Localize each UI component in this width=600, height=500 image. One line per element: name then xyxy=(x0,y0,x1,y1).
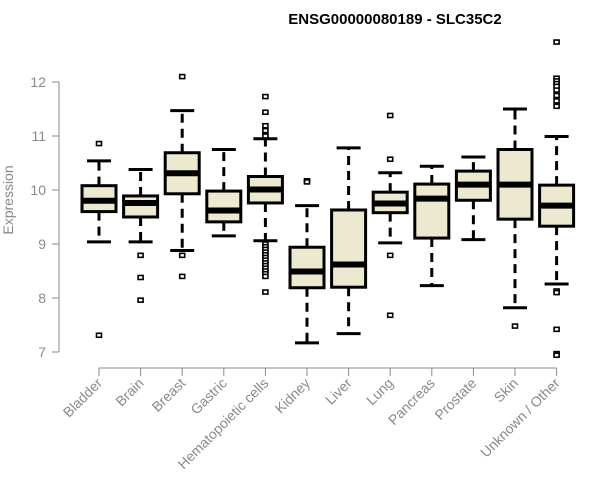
boxes xyxy=(80,39,576,359)
y-tick-label: 8 xyxy=(38,290,46,306)
outlier-point xyxy=(553,92,560,99)
outlier-point xyxy=(553,326,560,333)
outlier-point xyxy=(386,112,394,119)
x-tick-label: Unknown / Other xyxy=(477,375,563,461)
iqr-box xyxy=(413,182,451,240)
iqr-box xyxy=(288,245,326,290)
box-bladder xyxy=(80,140,118,339)
box-breast xyxy=(163,73,201,280)
y-axis: 7 8 9 10 11 12 xyxy=(30,74,60,360)
outlier-point xyxy=(95,332,103,339)
iqr-box xyxy=(122,194,160,219)
outlier-point xyxy=(262,127,269,134)
outlier-point xyxy=(262,93,269,100)
x-tick-label: Bladder xyxy=(60,375,106,421)
outlier-point xyxy=(262,109,269,116)
outlier-point xyxy=(553,352,560,359)
outlier-point xyxy=(137,297,144,303)
outlier-point xyxy=(553,98,560,104)
x-tick-label: Prostate xyxy=(431,375,479,423)
y-tick-label: 11 xyxy=(31,128,46,144)
x-tick-label: Kidney xyxy=(272,375,314,417)
outlier-point xyxy=(137,252,144,259)
outlier-point xyxy=(262,133,269,139)
x-tick-label: Breast xyxy=(148,375,188,415)
outlier-point xyxy=(553,39,560,45)
chart-title: ENSG00000080189 - SLC35C2 xyxy=(288,11,501,28)
outlier-point xyxy=(137,274,144,281)
outlier-point xyxy=(553,103,560,110)
y-axis-label: Expression xyxy=(0,165,16,234)
outlier-point xyxy=(386,252,394,259)
box-lung xyxy=(371,112,409,319)
outlier-point xyxy=(178,252,186,259)
box-unknown-other xyxy=(538,39,576,359)
box-gastric xyxy=(205,148,243,238)
x-tick-label: Lung xyxy=(363,375,396,408)
box-liver xyxy=(330,146,368,336)
outlier-point xyxy=(386,312,394,319)
outlier-point xyxy=(262,273,269,280)
y-tick-label: 10 xyxy=(30,182,46,198)
x-tick-label: Liver xyxy=(322,375,355,408)
outlier-point xyxy=(511,323,519,329)
iqr-box xyxy=(205,189,243,224)
iqr-box xyxy=(330,208,368,289)
outlier-point xyxy=(553,289,560,296)
box-pancreas xyxy=(413,164,451,288)
y-tick-label: 12 xyxy=(30,74,46,90)
box-prostate xyxy=(454,155,492,242)
outlier-point xyxy=(553,87,560,93)
outlier-point xyxy=(262,289,269,295)
box-hematopoietic-cells xyxy=(246,93,284,295)
outlier-point xyxy=(95,140,103,147)
y-tick-label: 7 xyxy=(38,344,46,360)
outlier-point xyxy=(386,156,394,163)
x-tick-label: Skin xyxy=(491,375,522,406)
box-kidney xyxy=(288,178,326,345)
x-tick-label: Brain xyxy=(112,375,146,409)
outlier-point xyxy=(262,122,269,129)
box-skin xyxy=(496,107,534,329)
outlier-point xyxy=(178,73,186,80)
outlier-point xyxy=(303,179,311,185)
y-tick-label: 9 xyxy=(38,236,46,252)
box-brain xyxy=(122,167,160,303)
outlier-point xyxy=(178,273,186,280)
